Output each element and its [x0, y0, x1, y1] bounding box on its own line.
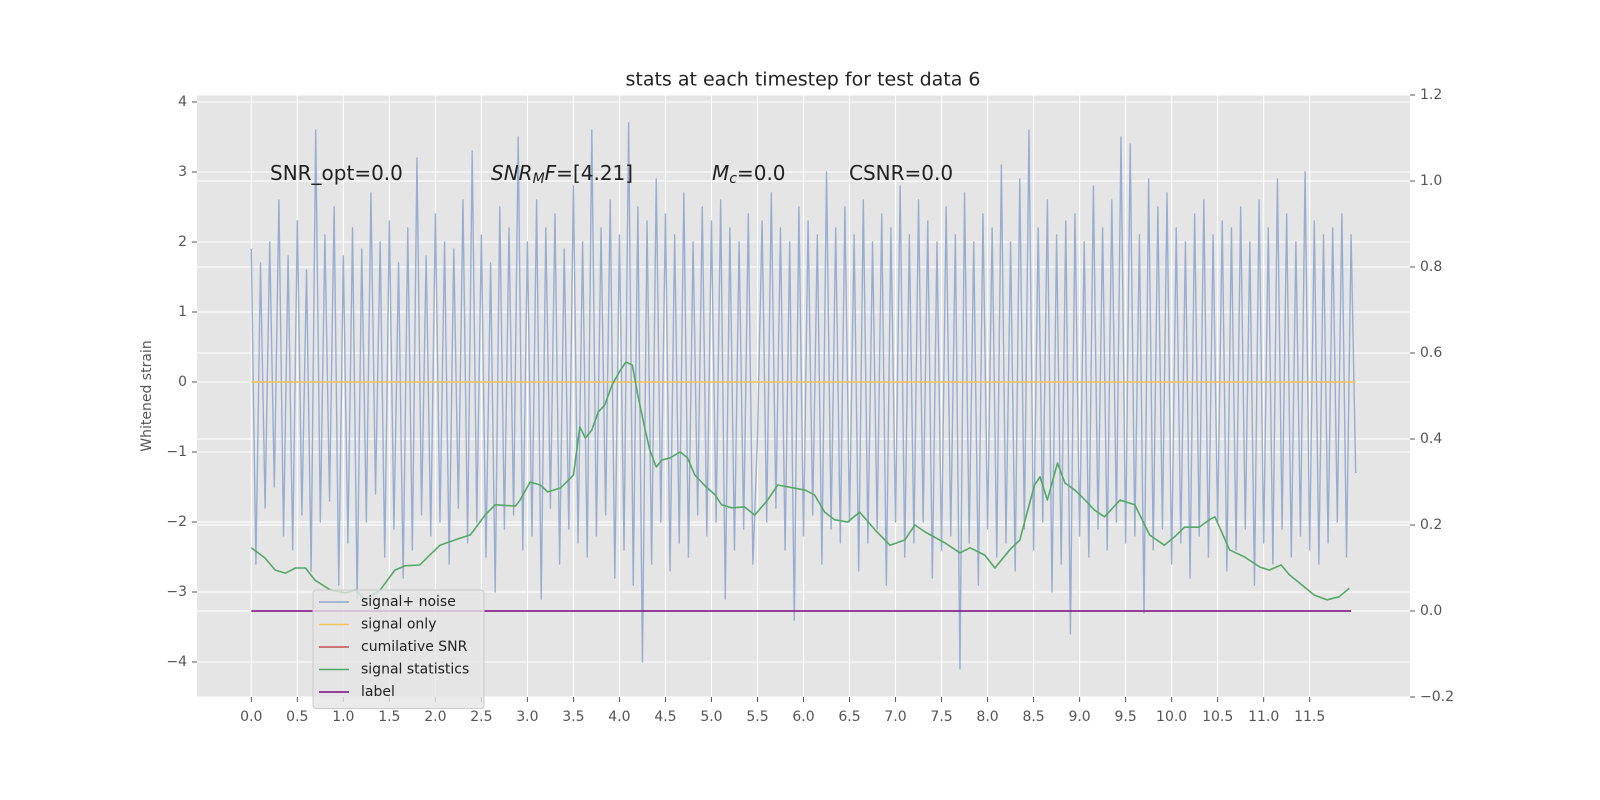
annotation-part: SNR_opt=0.0	[270, 161, 403, 185]
annotation-part: CSNR=0.0	[849, 161, 953, 185]
y2-tick-label: 0.4	[1420, 431, 1442, 447]
y2-tick-label: 1.0	[1420, 173, 1442, 189]
x-tick-label: 7.5	[930, 709, 952, 725]
annotation: SNRMF=[4.21]	[491, 161, 633, 188]
x-tick-label: 8.0	[976, 709, 998, 725]
x-tick-label: 4.5	[654, 709, 676, 725]
legend-label: signal only	[361, 617, 436, 633]
annotation-part: SNR	[491, 161, 533, 185]
y-tick-label: 4	[178, 94, 187, 110]
legend-label: signal+ noise	[361, 594, 456, 610]
legend-label: cumilative SNR	[361, 639, 468, 655]
annotation-part: M	[712, 161, 729, 185]
y-tick-label: −1	[166, 444, 187, 460]
y-tick-label: 3	[178, 164, 187, 180]
x-tick-label: 11.0	[1248, 709, 1279, 725]
annotation-part: c	[729, 171, 737, 187]
x-tick-label: 2.5	[470, 709, 492, 725]
x-tick-label: 10.5	[1202, 709, 1233, 725]
x-tick-label: 3.0	[516, 709, 538, 725]
x-tick-label: 1.5	[378, 709, 400, 725]
y-tick-label: 0	[178, 374, 187, 390]
annotation-part: =0.0	[737, 161, 786, 185]
x-tick-label: 10.0	[1156, 709, 1187, 725]
y2-tick-label: 1.2	[1420, 87, 1442, 103]
annotation: CSNR=0.0	[849, 161, 953, 185]
y-tick-label: −2	[166, 514, 187, 530]
y-axis-label: Whitened strain	[139, 340, 155, 451]
x-tick-label: 4.0	[608, 709, 630, 725]
y-tick-label: −3	[166, 584, 187, 600]
x-tick-label: 0.0	[240, 709, 262, 725]
y2-tick-label: 0.2	[1420, 517, 1442, 533]
x-tick-label: 0.5	[286, 709, 308, 725]
annotation-part: F	[545, 161, 557, 185]
x-tick-label: 5.5	[746, 709, 768, 725]
x-tick-label: 8.5	[1022, 709, 1044, 725]
legend-box	[312, 589, 485, 709]
x-tick-label: 2.0	[424, 709, 446, 725]
y2-tick-label: 0.0	[1420, 603, 1442, 619]
x-tick-label: 9.5	[1114, 709, 1136, 725]
x-tick-label: 6.0	[792, 709, 814, 725]
x-tick-label: 3.5	[562, 709, 584, 725]
y-tick-label: 1	[178, 304, 187, 320]
annotation-part: =[4.21]	[556, 161, 633, 185]
x-tick-label: 1.0	[332, 709, 354, 725]
annotation: Mc=0.0	[712, 161, 786, 188]
annotation-part: M	[533, 171, 545, 187]
y-tick-label: 2	[178, 234, 187, 250]
chart-title: stats at each timestep for test data 6	[625, 69, 980, 91]
x-tick-label: 7.0	[884, 709, 906, 725]
annotation: SNR_opt=0.0	[270, 161, 403, 185]
y2-tick-label: 0.6	[1420, 345, 1442, 361]
x-tick-label: 9.0	[1068, 709, 1090, 725]
y2-tick-label: −0.2	[1420, 689, 1454, 705]
x-tick-label: 5.0	[700, 709, 722, 725]
legend-label: label	[361, 684, 395, 700]
x-tick-label: 6.5	[838, 709, 860, 725]
x-tick-label: 11.5	[1294, 709, 1325, 725]
y-tick-label: −4	[166, 654, 187, 670]
series-line	[250, 122, 1357, 670]
series-line	[250, 361, 1350, 601]
y2-tick-label: 0.8	[1420, 259, 1442, 275]
legend-label: signal statistics	[361, 662, 469, 678]
